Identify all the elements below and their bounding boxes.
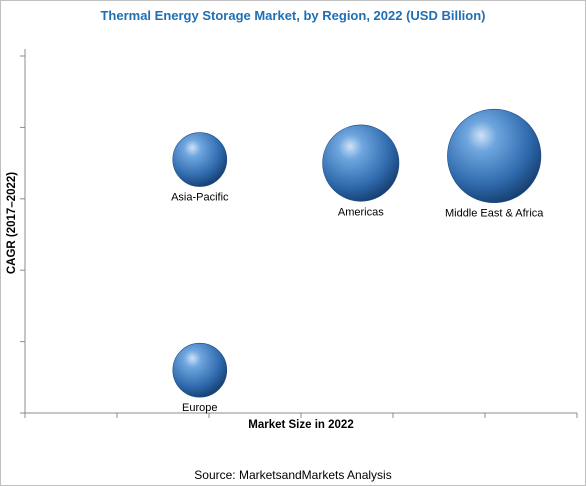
source-note: Source: MarketsandMarkets Analysis (194, 468, 392, 482)
bubble-label: Europe (182, 402, 217, 414)
x-axis-ticks (24, 413, 578, 418)
chart-title: Thermal Energy Storage Market, by Region… (100, 8, 486, 23)
bubble-label: Americas (338, 206, 384, 218)
bubble-americas (322, 124, 400, 202)
bubble-europe (172, 342, 228, 398)
y-axis-title: CAGR (2017–2022) (6, 172, 18, 274)
bubble-series: Asia-Pacific Americas Middle East & Africa… (171, 108, 544, 414)
x-axis-title: Market Size in 2022 (248, 419, 353, 431)
y-axis-ticks (20, 55, 25, 414)
bubble-middle-east-africa (447, 108, 542, 204)
bubble-label: Middle East & Africa (445, 208, 544, 220)
bubble-label: Asia-Pacific (171, 192, 229, 204)
bubble-asia-pacific (172, 132, 228, 187)
